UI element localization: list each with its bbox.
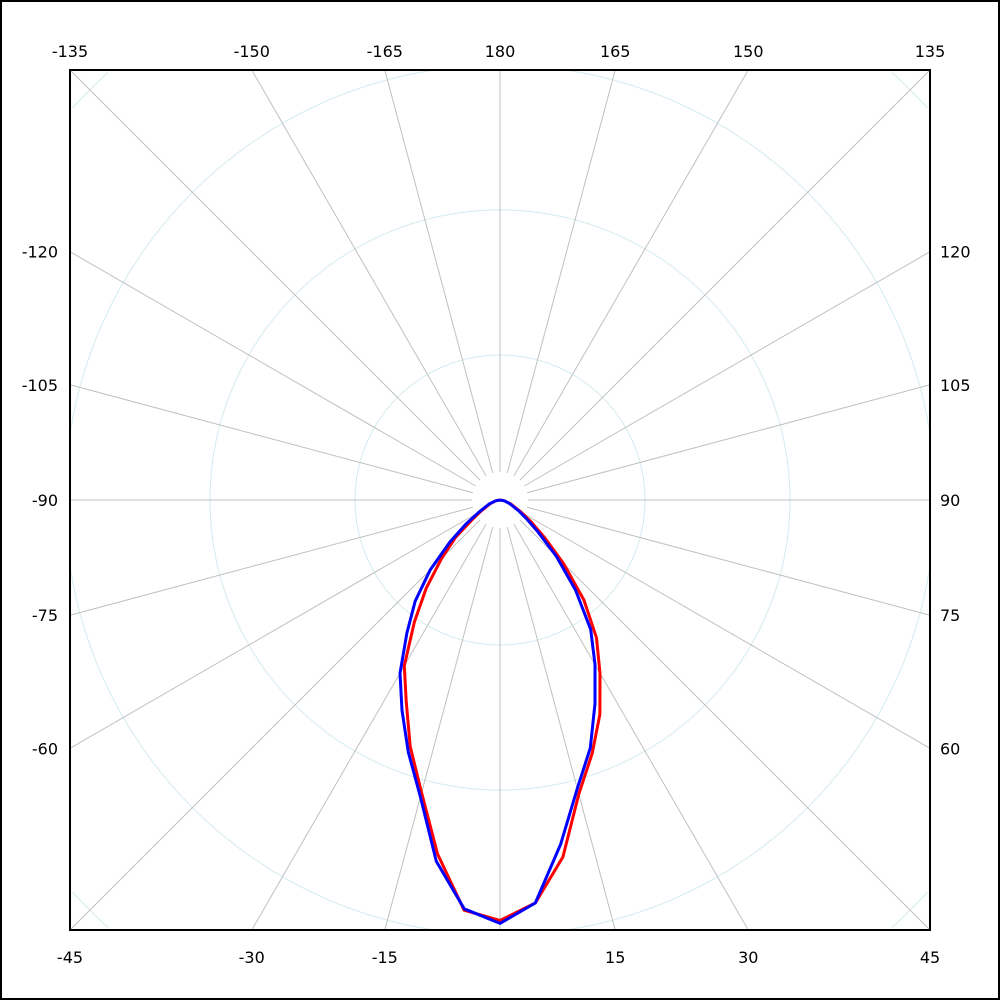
tick-label-right: 75 bbox=[940, 606, 960, 625]
tick-label-right: 90 bbox=[940, 491, 960, 510]
plot-area bbox=[69, 69, 931, 931]
tick-label-right: 120 bbox=[940, 243, 971, 262]
angle-spoke bbox=[251, 69, 487, 477]
angle-spoke bbox=[69, 251, 477, 487]
angle-spoke bbox=[69, 69, 481, 481]
angle-spoke bbox=[513, 523, 749, 931]
tick-label-top: -165 bbox=[367, 42, 403, 61]
tick-label-right: 60 bbox=[940, 739, 960, 758]
angle-spoke bbox=[69, 384, 474, 494]
angle-spoke bbox=[519, 69, 931, 481]
angle-labels: -135 -150 -165 180 165 150 135 -120 -105 -90 -75 -6… bbox=[22, 42, 971, 967]
angle-spoke bbox=[513, 69, 749, 477]
angle-spoke bbox=[526, 506, 931, 616]
angle-spoke bbox=[69, 513, 477, 749]
tick-label-top: -150 bbox=[234, 42, 270, 61]
angle-spoke bbox=[69, 519, 481, 931]
tick-label-top: 180 bbox=[485, 42, 516, 61]
tick-label-left: -75 bbox=[32, 606, 58, 625]
tick-label-bottom: 45 bbox=[920, 948, 940, 967]
tick-label-bottom: -15 bbox=[372, 948, 398, 967]
angle-spoke bbox=[523, 513, 931, 749]
tick-label-right: 105 bbox=[940, 376, 971, 395]
angle-spoke bbox=[69, 506, 474, 616]
angle-spoke bbox=[506, 526, 616, 931]
tick-label-left: -90 bbox=[32, 491, 58, 510]
tick-label-top: 135 bbox=[915, 42, 946, 61]
tick-label-left: -120 bbox=[22, 243, 58, 262]
angle-spoke bbox=[506, 69, 616, 474]
tick-label-left: -60 bbox=[32, 739, 58, 758]
angle-spoke bbox=[519, 519, 931, 931]
series-curve-1 bbox=[398, 498, 597, 925]
angle-spoke bbox=[523, 251, 931, 487]
tick-label-bottom: -30 bbox=[239, 948, 265, 967]
angle-spoke bbox=[384, 526, 494, 931]
angle-spoke bbox=[384, 69, 494, 474]
tick-label-bottom: 30 bbox=[738, 948, 758, 967]
tick-label-top: 150 bbox=[733, 42, 764, 61]
angle-spoke bbox=[251, 523, 487, 931]
tick-label-top: 165 bbox=[600, 42, 631, 61]
tick-label-left: -105 bbox=[22, 376, 58, 395]
angle-spoke bbox=[526, 384, 931, 494]
plot-frame bbox=[69, 69, 931, 931]
tick-label-top: -135 bbox=[52, 42, 88, 61]
tick-label-bottom: 15 bbox=[605, 948, 625, 967]
tick-label-bottom: -45 bbox=[57, 948, 83, 967]
